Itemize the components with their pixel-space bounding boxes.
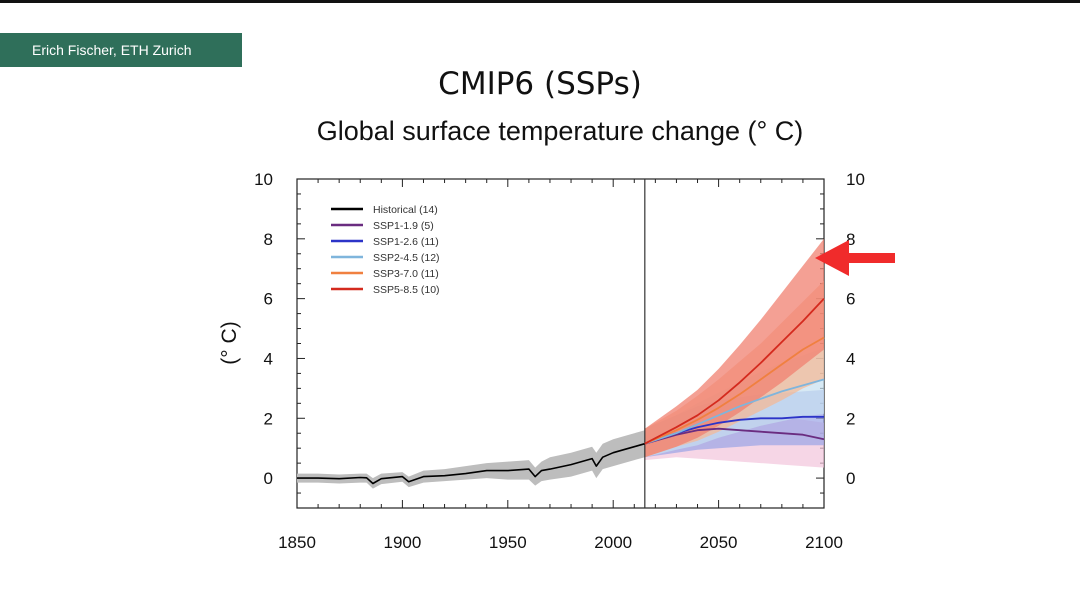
y-tick-label-right: 4 <box>846 349 855 368</box>
y-tick-label-left: 4 <box>264 349 273 368</box>
legend-label: SSP5-8.5 (10) <box>373 284 440 296</box>
legend-label: SSP1-1.9 (5) <box>373 220 434 232</box>
x-tick-label: 1900 <box>383 533 421 552</box>
x-tick-label: 1950 <box>489 533 527 552</box>
uncertainty-band <box>297 430 645 489</box>
y-tick-label-left: 6 <box>264 290 273 309</box>
chart-title: Global surface temperature change (° C) <box>316 116 804 146</box>
y-tick-label-right: 10 <box>846 170 865 189</box>
y-axis-label: (° C) <box>218 321 241 364</box>
series-line <box>644 297 825 445</box>
y-tick-label-left: 0 <box>264 469 273 488</box>
series-line <box>644 427 825 445</box>
x-tick-label: 2000 <box>594 533 632 552</box>
y-tick-label-right: 8 <box>846 230 855 249</box>
legend-label: SSP3-7.0 (11) <box>373 268 439 280</box>
y-tick-label-left: 10 <box>254 170 273 189</box>
x-tick-label: 2100 <box>805 533 843 552</box>
y-tick-label-right: 6 <box>846 290 855 309</box>
series-line <box>297 442 646 485</box>
top-border <box>0 0 1080 3</box>
y-tick-label-left: 2 <box>264 409 273 428</box>
series-line <box>644 378 825 445</box>
legend-label: SSP2-4.5 (12) <box>373 252 440 264</box>
legend-label: SSP1-2.6 (11) <box>373 236 439 248</box>
y-tick-label-right: 0 <box>846 469 855 488</box>
slide-title: CMIP6 (SSPs) <box>438 66 642 102</box>
y-tick-label-right: 2 <box>846 409 855 428</box>
credit-banner: Erich Fischer, ETH Zurich <box>0 33 242 67</box>
x-tick-label: 2050 <box>700 533 738 552</box>
y-tick-label-left: 8 <box>264 230 273 249</box>
series-line <box>644 336 825 445</box>
x-tick-label: 1850 <box>278 533 316 552</box>
red-arrow-icon <box>815 240 895 276</box>
legend-label: Historical (14) <box>373 204 438 216</box>
uncertainty-band <box>644 238 824 458</box>
